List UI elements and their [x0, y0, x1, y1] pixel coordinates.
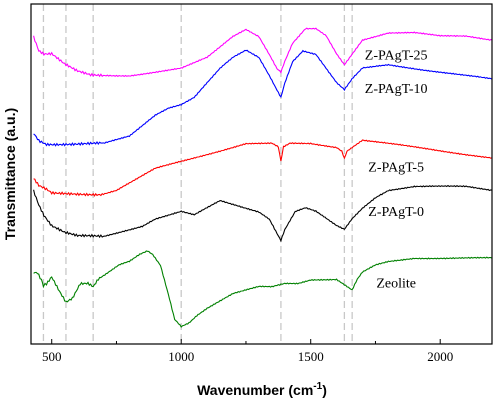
series-line-z-pagt-0	[33, 184, 493, 243]
series-line-z-pagt-25	[33, 27, 493, 78]
x-tick-label-1000: 1000	[168, 349, 194, 364]
reference-lines	[42, 4, 353, 344]
series-label-z-pagt-5: Z-PAgT-5	[368, 161, 424, 176]
series-label-zeolite: Zeolite	[376, 277, 416, 292]
series-label-z-pagt-10: Z-PAgT-10	[365, 82, 428, 97]
series-lines	[33, 27, 493, 328]
x-axis-title-superscript: -1	[313, 381, 322, 392]
x-axis-title-suffix: )	[322, 382, 327, 398]
y-axis-title: Transmittance (a.u.)	[2, 108, 18, 240]
x-tick-label-1500: 1500	[298, 349, 324, 364]
plot-frame	[30, 3, 493, 345]
series-label-z-pagt-0: Z-PAgT-0	[368, 205, 424, 220]
x-axis-ticks: 500 1000 1500 2000	[42, 339, 453, 364]
series-labels: Z-PAgT-25 Z-PAgT-10 Z-PAgT-5 Z-PAgT-0 Zeolit…	[365, 49, 428, 292]
x-tick-label-500: 500	[42, 349, 62, 364]
series-line-z-pagt-5	[33, 139, 493, 197]
x-tick-label-2000: 2000	[427, 349, 453, 364]
x-axis-title: Wavenumber (cm-1)	[197, 381, 327, 398]
series-label-z-pagt-25: Z-PAgT-25	[365, 49, 428, 64]
series-line-z-pagt-10	[33, 49, 493, 147]
x-axis-title-main: Wavenumber (cm	[197, 382, 313, 398]
series-line-zeolite	[33, 250, 493, 328]
